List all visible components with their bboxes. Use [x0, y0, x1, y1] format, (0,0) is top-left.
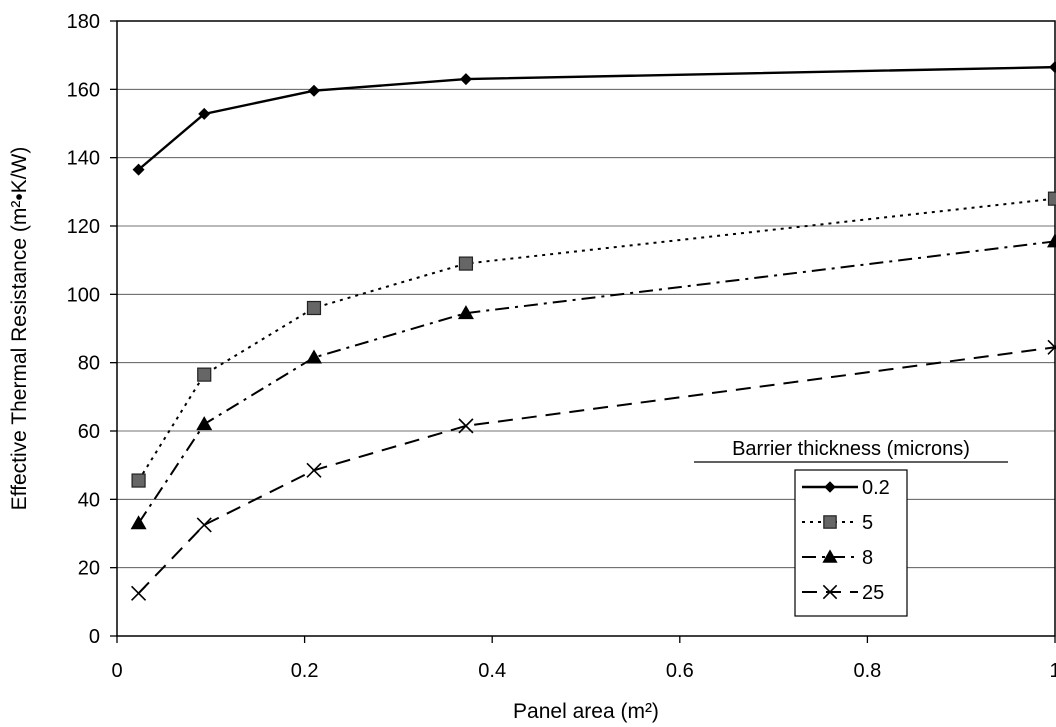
series-line — [137, 346, 1056, 594]
legend-label: 25 — [862, 582, 884, 604]
series-25 — [131, 339, 1056, 601]
x-tick-label: 1 — [1049, 660, 1056, 682]
legend-item: 25 — [802, 582, 884, 604]
marker-x — [458, 418, 474, 434]
series-5 — [131, 191, 1056, 488]
y-axis-label: Effective Thermal Resistance (m²•K/W) — [8, 147, 31, 511]
y-axis: 0 20 40 60 80 100 120 140 160 180 — [67, 11, 117, 648]
marker-x — [196, 517, 212, 533]
marker-diamond — [459, 73, 472, 86]
marker-triangle — [1047, 233, 1056, 248]
legend-item: 8 — [802, 547, 873, 569]
grid-lines — [117, 88, 1055, 569]
marker-diamond — [824, 481, 836, 493]
series-line — [137, 65, 1056, 171]
marker-triangle — [130, 515, 147, 530]
marker-triangle — [822, 549, 838, 563]
y-tick-label: 80 — [78, 353, 100, 375]
x-tick-label: 0.6 — [666, 660, 694, 682]
marker-x — [131, 585, 147, 601]
legend-label: 5 — [862, 512, 873, 534]
x-tick-label: 0.4 — [478, 660, 506, 682]
series-line — [137, 197, 1056, 482]
y-tick-label: 120 — [67, 216, 100, 238]
marker-square — [306, 300, 322, 316]
marker-triangle — [457, 305, 474, 320]
marker-square — [1047, 191, 1056, 206]
marker-square — [458, 256, 474, 271]
marker-triangle — [196, 416, 213, 431]
y-tick-label: 140 — [67, 148, 100, 170]
y-tick-label: 60 — [78, 421, 100, 443]
marker-diamond — [198, 107, 211, 120]
y-tick-label: 40 — [78, 489, 100, 511]
legend-label: 8 — [862, 547, 873, 569]
marker-x — [1047, 339, 1056, 355]
series-8 — [130, 233, 1056, 530]
y-tick-label: 180 — [67, 11, 100, 33]
y-tick-label: 0 — [89, 626, 100, 648]
legend-items: 0.2 5 8 25 — [802, 477, 890, 604]
legend-title: Barrier thickness (microns) — [732, 438, 970, 460]
marker-square — [131, 473, 146, 488]
legend: Barrier thickness (microns) 0.2 5 8 25 — [694, 438, 1008, 617]
marker-square — [197, 367, 212, 382]
y-tick-label: 100 — [67, 284, 100, 306]
x-tick-label: 0.8 — [853, 660, 881, 682]
marker-square — [823, 515, 837, 529]
y-tick-label: 20 — [78, 558, 100, 580]
plot-area-border — [116, 20, 1056, 637]
legend-item: 5 — [802, 512, 873, 534]
legend-box — [794, 469, 908, 617]
series-line — [137, 240, 1056, 524]
y-tick-label: 160 — [67, 79, 100, 101]
legend-item: 0.2 — [802, 477, 890, 499]
marker-x — [822, 584, 838, 600]
series-0-2 — [132, 61, 1056, 176]
marker-triangle — [305, 349, 322, 364]
x-tick-label: 0 — [111, 660, 122, 682]
x-axis-label: Panel area (m²) — [513, 700, 659, 723]
x-tick-label: 0.2 — [291, 660, 319, 682]
marker-diamond — [1049, 61, 1056, 74]
marker-x — [306, 462, 322, 478]
marker-diamond — [307, 84, 320, 97]
series — [130, 61, 1056, 601]
legend-label: 0.2 — [862, 477, 890, 499]
x-axis: 0 0.2 0.4 0.6 0.8 1 — [111, 636, 1056, 682]
marker-diamond — [132, 163, 145, 176]
